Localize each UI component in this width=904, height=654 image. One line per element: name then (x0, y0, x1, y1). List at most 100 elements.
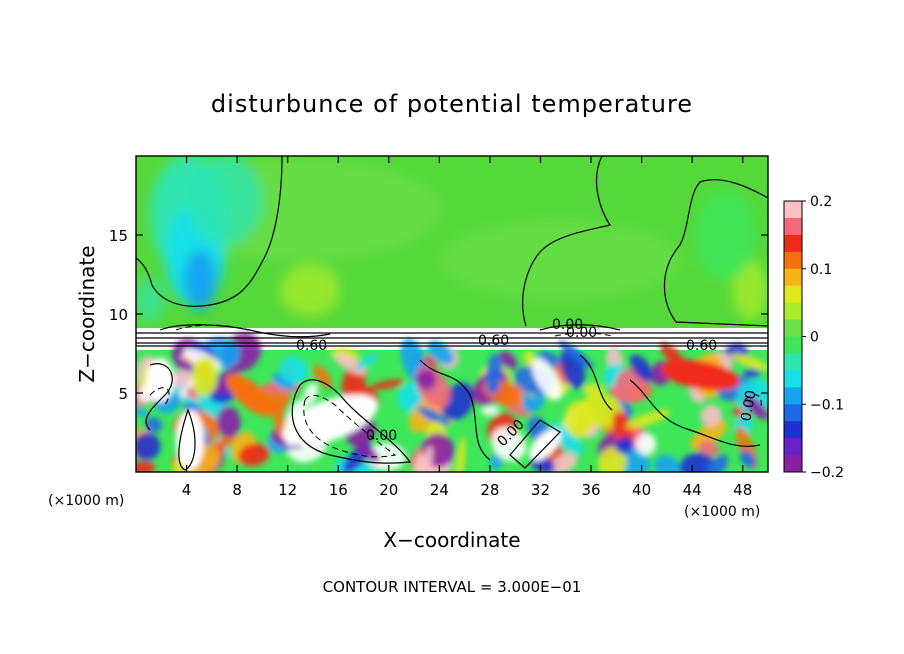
field-cell (630, 354, 653, 382)
field-cell (191, 356, 219, 397)
field-cell (216, 406, 241, 438)
field-cell (489, 453, 503, 470)
colorbar-swatch (784, 234, 802, 253)
field-cell (690, 419, 727, 451)
x-tick-label: 48 (733, 481, 752, 499)
x-tick-label: 8 (232, 481, 242, 499)
field-cell (635, 433, 657, 456)
field-cell (354, 353, 378, 371)
field-cell (743, 369, 761, 378)
field-cell (136, 461, 156, 472)
field-cell (427, 341, 455, 365)
field-cell (273, 402, 286, 437)
colorbar-swatch (784, 370, 802, 388)
colorbar-swatch (784, 404, 802, 422)
field-cell (736, 378, 768, 414)
contour-label-group: 0.60 0.00 0.00 0.00 0.60 0.00 0.60 0.00 (296, 317, 760, 450)
field-cell (550, 452, 578, 472)
upper-layer-field (136, 156, 768, 330)
field-cell (238, 443, 270, 467)
field-cell (679, 452, 714, 472)
contour-label: 0.00 (738, 389, 759, 422)
lower-layer-field (136, 332, 768, 472)
field-cell (564, 400, 594, 438)
colorbar-swatch (784, 268, 802, 287)
colorbar-frame (783, 200, 803, 473)
x-tick-label: 12 (278, 481, 297, 499)
contour-label: 0.00 (566, 325, 597, 341)
colorbar-swatch (784, 285, 802, 304)
y-axis: 5 10 15 (109, 227, 768, 403)
x-tick-label: 24 (430, 481, 449, 499)
field-cell (558, 340, 594, 369)
colorbar-tick-label: −0.2 (810, 465, 844, 481)
x-tick-label: 4 (182, 481, 192, 499)
field-cell (146, 358, 174, 402)
colorbar-swatch (784, 217, 802, 236)
colorbar-swatch (784, 251, 802, 270)
field-cell (417, 406, 451, 427)
field-cell (175, 359, 193, 371)
colorbar-swatch (784, 336, 802, 354)
field-cell (136, 432, 161, 461)
field-cell (529, 429, 561, 461)
field-cell (531, 357, 563, 400)
field-cell (743, 395, 768, 420)
colorbar-tick-label: 0.1 (810, 262, 832, 278)
field-cell (615, 436, 634, 455)
y-tick-label: 10 (109, 306, 128, 324)
field-cell (481, 405, 500, 416)
contour-label: 0.00 (552, 317, 583, 333)
contour-label: 0.60 (296, 338, 327, 354)
x-tick-label: 20 (379, 481, 398, 499)
colorbar-swatch (784, 302, 802, 321)
field-cell (367, 443, 406, 471)
field-cell (371, 379, 404, 390)
negative-contours (149, 324, 762, 458)
x-unit-label: (×1000 m) (48, 493, 124, 509)
field-cell (612, 411, 634, 446)
chart-title: disturbunce of potential temperature (211, 90, 693, 118)
field-cell (303, 383, 318, 406)
field-cell (420, 445, 433, 472)
field-cell (700, 404, 722, 427)
x-tick-label: 28 (480, 481, 499, 499)
field-cell (499, 350, 517, 370)
field-cell (730, 353, 768, 371)
y-tick-label: 15 (109, 227, 128, 245)
colorbar-swatch (784, 387, 802, 405)
colorbar-swatch (784, 201, 802, 219)
field-cell (225, 373, 275, 417)
field-cell (416, 369, 437, 390)
x-tick-label: 36 (581, 481, 600, 499)
y-axis-title: Z−coordinate (75, 245, 99, 382)
colorbar-tick-label: 0 (810, 330, 819, 346)
colorbar-swatch (784, 438, 802, 456)
x-axis: 4 8 12 16 20 24 28 32 36 40 44 48 (182, 156, 752, 499)
contour-interval-note: CONTOUR INTERVAL = 3.000E−01 (323, 578, 582, 596)
upper-field-anomalies (136, 156, 768, 322)
field-cell (739, 450, 756, 469)
field-cell (213, 435, 236, 449)
field-cell (660, 359, 740, 391)
field-cell (485, 352, 503, 396)
field-cell (598, 446, 627, 472)
field-cell (654, 455, 680, 472)
x-tick-label: 16 (329, 481, 348, 499)
field-cell (625, 410, 670, 429)
x-tick-label: 32 (531, 481, 550, 499)
contour-label: 0.00 (366, 428, 397, 444)
field-cell (282, 394, 378, 446)
contour-label: 0.60 (686, 338, 717, 354)
x-tick-label: 44 (683, 481, 702, 499)
x-axis-title: X−coordinate (383, 528, 520, 552)
field-cell (706, 454, 729, 472)
field-cell (491, 426, 526, 462)
field-cell (608, 386, 629, 402)
plot-area (136, 156, 768, 472)
colorbar-swatch (784, 319, 802, 337)
contour-label: 0.60 (478, 333, 509, 349)
colorbar-tick-label: 0.2 (810, 194, 832, 210)
field-cell (313, 365, 333, 389)
